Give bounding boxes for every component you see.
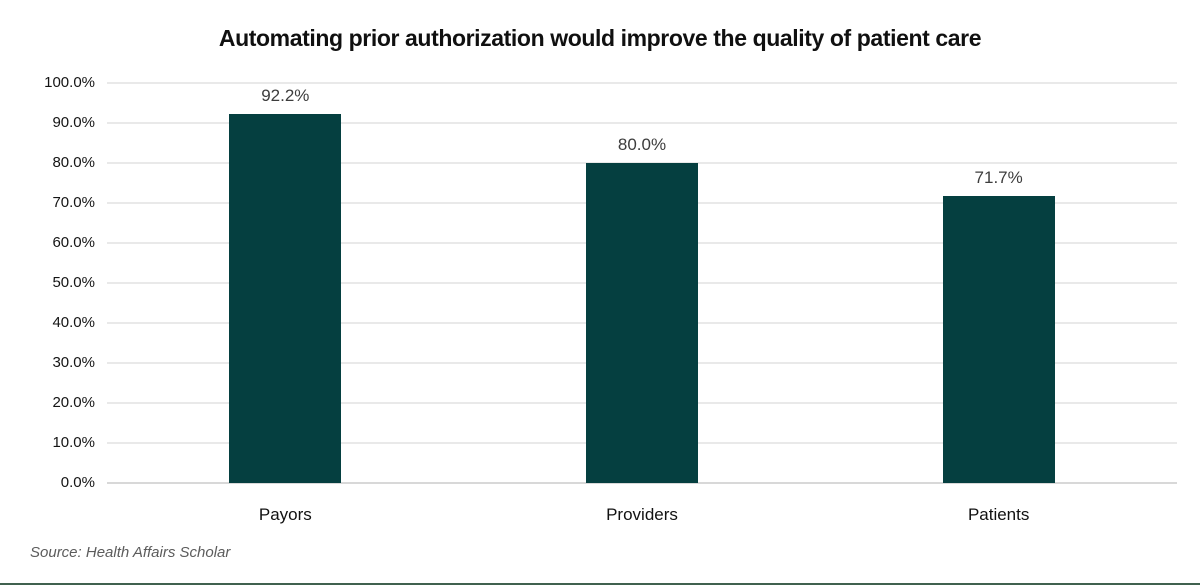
gridline: [107, 82, 1177, 84]
y-axis-tick-label: 50.0%: [52, 274, 95, 291]
gridline: [107, 122, 1177, 124]
source-note: Source: Health Affairs Scholar: [30, 544, 231, 561]
plot-area: 100.0% 90.0% 80.0% 70.0% 60.0% 50.0% 40.0% 30.0…: [0, 74, 1200, 491]
y-axis-tick-label: 80.0%: [52, 154, 95, 171]
x-axis-category-label: Providers: [606, 505, 678, 524]
y-axis-tick-label: 100.0%: [44, 74, 95, 91]
bar-patients: [942, 196, 1055, 483]
bar-value-label: 92.2%: [261, 86, 310, 106]
x-axis-category-label: Patients: [967, 505, 1030, 524]
bar-value-label: 80.0%: [617, 135, 667, 154]
bar-payors: [229, 114, 342, 483]
y-axis-tick-label: 40.0%: [52, 314, 95, 331]
bar-providers: [586, 163, 698, 483]
bottom-border-accent: [0, 583, 1200, 585]
y-axis-tick-label: 0.0%: [60, 474, 95, 491]
chart-title: Automating prior authorization would imp…: [218, 25, 982, 51]
bar-value-label: 71.7%: [974, 168, 1023, 188]
x-axis-line: [107, 482, 1177, 484]
y-axis-tick-label: 10.0%: [52, 434, 95, 451]
y-axis-tick-label: 30.0%: [52, 354, 95, 371]
y-axis-tick-label: 70.0%: [52, 194, 95, 211]
y-axis-tick-label: 90.0%: [52, 114, 95, 131]
y-axis-tick-label: 20.0%: [52, 394, 95, 411]
y-axis-tick-label: 60.0%: [52, 234, 95, 251]
x-axis-category-label: Payors: [258, 505, 312, 524]
